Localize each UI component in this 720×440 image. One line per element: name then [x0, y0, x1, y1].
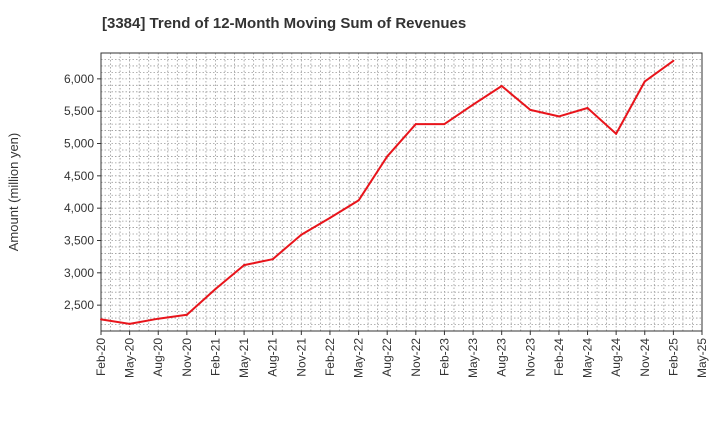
x-tick-label: Aug-23	[495, 338, 509, 377]
data-point	[185, 313, 188, 316]
y-tick-label: 3,000	[64, 266, 94, 280]
x-tick-label: May-24	[581, 338, 595, 378]
x-tick-label: May-23	[466, 338, 480, 378]
x-tick-label: Nov-24	[638, 338, 652, 377]
data-point	[100, 318, 102, 321]
x-axis-ticks: Feb-20 May-20 Aug-20 Nov-20 Feb-21 May-21 Aug-…	[94, 331, 709, 378]
x-tick-label: May-21	[237, 338, 251, 378]
data-point	[472, 103, 475, 106]
x-tick-label: Nov-20	[180, 338, 194, 377]
x-tick-label: May-20	[123, 338, 137, 378]
x-tick-label: Aug-24	[609, 338, 623, 377]
y-tick-label: 4,000	[64, 201, 94, 215]
y-tick-label: 2,500	[64, 298, 94, 312]
data-point	[672, 59, 675, 62]
y-tick-label: 3,500	[64, 233, 94, 247]
x-tick-label: Aug-21	[266, 338, 280, 377]
y-axis-ticks: 2,500 3,000 3,500 4,000 4,500 5,000 5,500 6,000	[64, 72, 101, 312]
data-point	[271, 258, 274, 261]
data-point	[300, 233, 303, 236]
series-layer	[100, 59, 675, 325]
data-point	[414, 123, 417, 126]
data-point	[529, 108, 532, 111]
data-point	[328, 216, 331, 219]
data-point	[500, 84, 503, 87]
x-tick-label: Feb-25	[666, 338, 680, 376]
x-tick-label: Feb-20	[94, 338, 108, 376]
data-point	[643, 80, 646, 83]
x-tick-label: Nov-21	[294, 338, 308, 377]
x-tick-label: Feb-24	[552, 338, 566, 376]
x-tick-label: Aug-20	[151, 338, 165, 377]
data-point	[128, 322, 131, 325]
chart-title: [3384] Trend of 12-Month Moving Sum of R…	[102, 15, 467, 32]
data-point	[557, 115, 560, 118]
y-tick-label: 5,500	[64, 104, 94, 118]
x-tick-label: Feb-23	[437, 338, 451, 376]
y-axis-label: Amount (million yen)	[6, 133, 21, 252]
y-tick-label: 4,500	[64, 169, 94, 183]
grid-lines	[101, 53, 702, 331]
data-point	[443, 123, 446, 126]
data-point	[386, 155, 389, 158]
data-point	[157, 317, 160, 320]
data-point	[214, 287, 217, 290]
plot-area	[100, 52, 703, 332]
x-tick-label: May-22	[352, 338, 366, 378]
y-tick-label: 6,000	[64, 72, 94, 86]
x-tick-label: Nov-22	[409, 338, 423, 377]
y-tick-label: 5,000	[64, 137, 94, 151]
x-tick-label: Aug-22	[380, 338, 394, 377]
data-point	[586, 106, 589, 109]
data-point	[243, 264, 246, 267]
x-tick-label: Feb-21	[208, 338, 222, 376]
x-tick-label: Nov-23	[523, 338, 537, 377]
data-point	[357, 199, 360, 202]
x-tick-label: Feb-22	[323, 338, 337, 376]
x-tick-label: May-25	[695, 338, 709, 378]
data-point	[615, 132, 618, 135]
